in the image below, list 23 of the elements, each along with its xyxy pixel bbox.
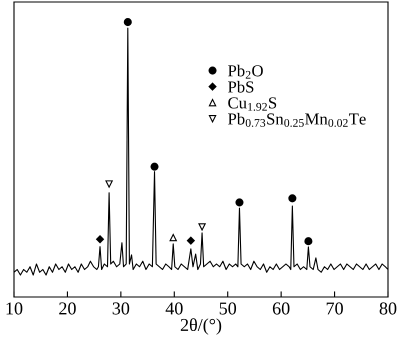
x-tick-label: 80: [380, 302, 396, 315]
point: [96, 235, 104, 244]
legend-label: PbS: [228, 80, 254, 93]
x-tick-label: 40: [166, 302, 183, 315]
x-tick-label: 10: [6, 302, 22, 315]
point: [198, 223, 206, 231]
point: [124, 18, 132, 26]
point: [150, 162, 159, 171]
x-tick-label: 70: [326, 302, 343, 315]
x-tick-label: 50: [220, 302, 236, 315]
legend-label: Pb$_{2}$O: [228, 64, 263, 79]
point: [105, 180, 113, 188]
x-tick-label: 30: [112, 302, 130, 315]
x-tick-label: 20: [59, 302, 76, 315]
point: [304, 237, 312, 246]
x-tick-label: 60: [272, 302, 290, 315]
legend-label: Pb$_{0.73}$Sn$_{0.25}$Mn$_{0.02}$Te: [228, 112, 366, 127]
point: [235, 198, 244, 206]
legend-label: Cu$_{1.92}$S: [228, 97, 276, 111]
point: [186, 236, 195, 245]
x-axis-title: 2θ/(°): [180, 318, 222, 335]
point: [288, 194, 296, 202]
point: [170, 234, 177, 242]
